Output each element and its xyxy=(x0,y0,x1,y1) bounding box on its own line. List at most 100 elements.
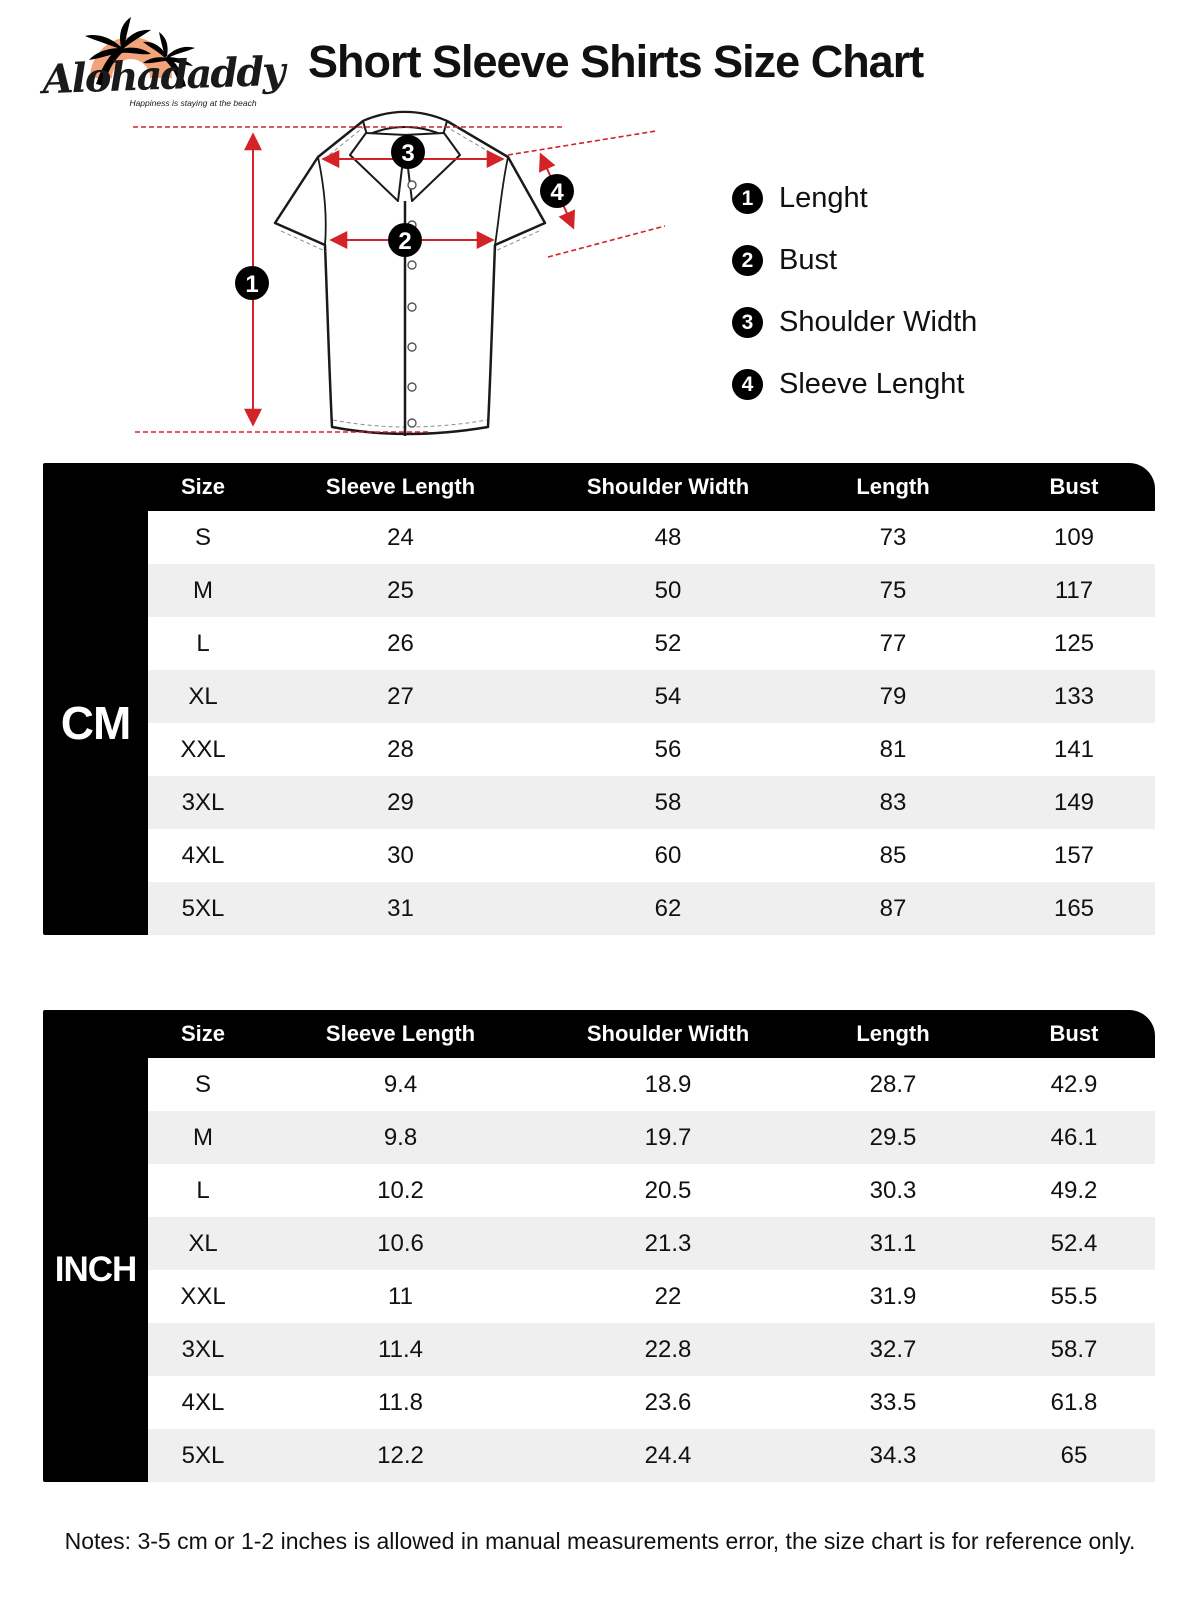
table-cell: 18.9 xyxy=(644,1070,692,1098)
table-cell: 33.5 xyxy=(869,1388,917,1416)
table-row: S 9.4 18.9 28.7 42.9 xyxy=(148,1058,1155,1111)
table-row: 3XL 29 58 83 149 xyxy=(148,776,1155,829)
table-body: S 9.4 18.9 28.7 42.9 M 9.8 19.7 29.5 46.1 L 10.2 20.… xyxy=(148,1058,1155,1482)
table-row: M 25 50 75 117 xyxy=(148,564,1155,617)
table-cell: 31.9 xyxy=(869,1282,917,1310)
header-cell: Sleeve Length xyxy=(325,474,476,499)
size-table-inch: INCH Size Sleeve Length Shoulder Width Leng… xyxy=(43,1010,1155,1482)
legend-label: Shoulder Width xyxy=(779,306,978,338)
table-row: L 26 52 77 125 xyxy=(148,617,1155,670)
header-cell: Length xyxy=(856,1021,930,1046)
unit-label-cm: CM xyxy=(60,697,132,749)
callout-4: 4 xyxy=(550,179,564,206)
table-cell: 30.3 xyxy=(869,1176,917,1204)
brand-tagline: Happiness is staying at the beach xyxy=(129,98,257,108)
table-cell: 30 xyxy=(387,841,414,869)
table-cell: 19.7 xyxy=(644,1123,692,1151)
header-cell: Length xyxy=(856,474,930,499)
table-cell: 85 xyxy=(879,841,907,869)
legend-number-badge: 1 xyxy=(732,183,763,214)
table-row: 4XL 30 60 85 157 xyxy=(148,829,1155,882)
table-cell: 5XL xyxy=(181,894,225,922)
table-cell: 25 xyxy=(387,576,414,604)
table-cell: 20.5 xyxy=(644,1176,692,1204)
table-row: S 24 48 73 109 xyxy=(148,511,1155,564)
table-cell: 48 xyxy=(654,523,682,551)
table-row: XL 10.6 21.3 31.1 52.4 xyxy=(148,1217,1155,1270)
table-cell: 62 xyxy=(654,894,682,922)
callout-1: 1 xyxy=(245,271,258,298)
table-row: 3XL 11.4 22.8 32.7 58.7 xyxy=(148,1323,1155,1376)
table-cell: 75 xyxy=(879,576,907,604)
table-header: Size Sleeve Length Shoulder Width Length Bus… xyxy=(148,1010,1155,1058)
table-cell: 79 xyxy=(879,682,907,710)
table-cell: XXL xyxy=(180,1282,226,1310)
table-cell: L xyxy=(196,629,210,657)
table-cell: 73 xyxy=(879,523,907,551)
table-cell: 10.6 xyxy=(377,1229,424,1257)
table-cell: S xyxy=(194,523,211,551)
table-cell: 56 xyxy=(654,735,682,763)
header-cell: Shoulder Width xyxy=(586,474,750,499)
table-cell: 54 xyxy=(654,682,682,710)
table-cell: 52 xyxy=(654,629,682,657)
table-row: M 9.8 19.7 29.5 46.1 xyxy=(148,1111,1155,1164)
table-cell: 157 xyxy=(1053,841,1095,869)
legend-item-shoulder-width: 3 Shoulder Width xyxy=(732,306,977,339)
table-cell: 12.2 xyxy=(377,1441,424,1469)
table-cell: 81 xyxy=(879,735,907,763)
table-cell: 28 xyxy=(387,735,414,763)
table-cell: 42.9 xyxy=(1050,1070,1098,1098)
table-cell: 49.2 xyxy=(1050,1176,1098,1204)
table-cell: L xyxy=(196,1176,210,1204)
legend-label: Lenght xyxy=(779,182,868,214)
table-cell: 77 xyxy=(879,629,907,657)
table-cell: 11 xyxy=(388,1282,413,1310)
table-cell: 31 xyxy=(387,894,414,922)
table-cell: 58 xyxy=(654,788,682,816)
table-cell: 11.8 xyxy=(378,1388,423,1416)
table-cell: 34.3 xyxy=(869,1441,917,1469)
table-row: XXL 28 56 81 141 xyxy=(148,723,1155,776)
table-cell: 26 xyxy=(387,629,414,657)
legend-item-sleeve-length: 4 Sleeve Lenght xyxy=(732,368,977,401)
table-cell: 5XL xyxy=(181,1441,225,1469)
table-row: L 10.2 20.5 30.3 49.2 xyxy=(148,1164,1155,1217)
table-cell: 60 xyxy=(654,841,682,869)
table-cell: 133 xyxy=(1053,682,1095,710)
callout-2: 2 xyxy=(398,228,411,255)
diagram-callouts: 1 2 3 4 xyxy=(235,135,574,300)
table-cell: 4XL xyxy=(181,841,225,869)
legend-number-badge: 2 xyxy=(732,245,763,276)
legend-item-bust: 2 Bust xyxy=(732,244,977,277)
table-cell: 27 xyxy=(387,682,414,710)
page-title: Short Sleeve Shirts Size Chart xyxy=(308,36,924,87)
table-row: XXL 11 22 31.9 55.5 xyxy=(148,1270,1155,1323)
legend-label: Bust xyxy=(779,244,838,276)
table-cell: 32.7 xyxy=(869,1335,917,1363)
table-cell: 23.6 xyxy=(644,1388,692,1416)
table-cell: 10.2 xyxy=(377,1176,424,1204)
table-cell: 46.1 xyxy=(1050,1123,1098,1151)
table-cell: 117 xyxy=(1054,576,1094,604)
table-cell: 28.7 xyxy=(869,1070,917,1098)
table-cell: M xyxy=(193,576,213,604)
table-cell: 52.4 xyxy=(1050,1229,1098,1257)
legend-label: Sleeve Lenght xyxy=(779,368,965,400)
table-cell: 22 xyxy=(654,1282,682,1310)
table-cell: 61.8 xyxy=(1050,1388,1098,1416)
table-row: 4XL 11.8 23.6 33.5 61.8 xyxy=(148,1376,1155,1429)
table-cell: 109 xyxy=(1053,523,1095,551)
table-row: XL 27 54 79 133 xyxy=(148,670,1155,723)
table-cell: 149 xyxy=(1053,788,1095,816)
table-cell: 58.7 xyxy=(1050,1335,1098,1363)
table-cell: 21.3 xyxy=(644,1229,692,1257)
table-cell: 125 xyxy=(1053,629,1095,657)
table-cell: 9.4 xyxy=(383,1070,418,1098)
table-cell: 22.8 xyxy=(644,1335,692,1363)
header-cell: Sleeve Length xyxy=(325,1021,476,1046)
notes-text: Notes: 3-5 cm or 1-2 inches is allowed i… xyxy=(64,1528,1136,1554)
table-cell: S xyxy=(194,1070,211,1098)
table-cell: 165 xyxy=(1053,894,1095,922)
